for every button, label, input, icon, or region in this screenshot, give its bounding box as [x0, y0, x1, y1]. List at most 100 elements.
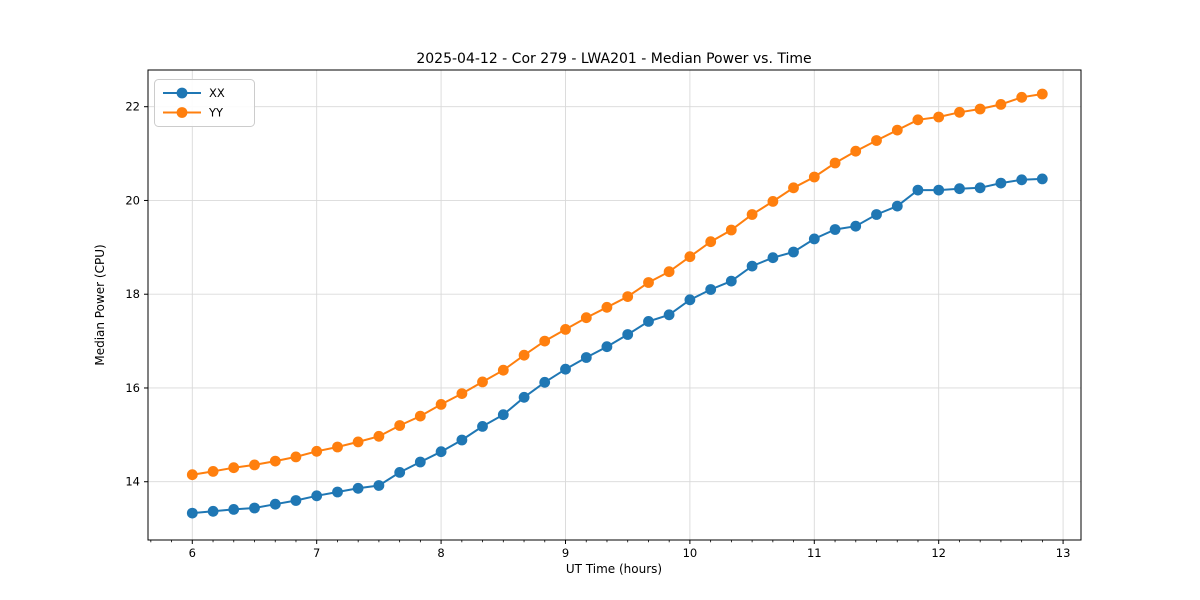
- x-tick-label: 13: [1056, 546, 1071, 560]
- series-YY-marker: [1016, 91, 1028, 103]
- series-XX-marker: [850, 220, 862, 232]
- series-YY-marker: [808, 171, 820, 183]
- x-tick-label: 10: [683, 546, 698, 560]
- series-YY-marker: [912, 114, 924, 126]
- axes-spines: [147, 69, 1082, 541]
- series-YY-marker: [332, 441, 343, 453]
- series-YY: [186, 88, 1048, 481]
- series-YY-marker: [850, 145, 862, 157]
- series-YY-marker: [954, 106, 965, 118]
- y-tick-label: 18: [125, 287, 140, 301]
- series-XX-marker: [871, 209, 882, 220]
- y-tick-label: 16: [125, 381, 140, 395]
- series-XX-marker: [186, 507, 198, 519]
- series-YY-marker: [207, 466, 219, 477]
- series-YY-marker: [684, 251, 696, 263]
- series-YY-marker: [539, 335, 551, 347]
- x-tick-label: 12: [931, 546, 946, 560]
- series-XX-marker: [705, 284, 717, 295]
- series-YY-marker: [1036, 88, 1048, 100]
- series-XX-marker: [622, 329, 634, 340]
- series-XX-marker: [1016, 174, 1028, 186]
- series-YY-marker: [560, 324, 571, 335]
- series-YY-marker: [891, 124, 903, 136]
- legend-marker-sample: [176, 87, 188, 99]
- series-XX-marker: [601, 341, 613, 353]
- series-XX-marker: [477, 421, 488, 432]
- series-XX-marker: [332, 486, 343, 498]
- series-XX-marker: [518, 391, 530, 403]
- series-YY-marker: [497, 364, 509, 376]
- axis-tick-labels: 6 7 8 9 10 11 12 13 14 16 18 20 22: [125, 100, 1070, 560]
- series-YY-marker: [228, 462, 240, 474]
- series-XX-marker: [497, 409, 509, 421]
- series-XX-marker: [912, 184, 924, 196]
- series-YY-marker: [622, 291, 634, 302]
- series-YY-marker: [974, 103, 986, 115]
- series-XX-marker: [829, 224, 841, 235]
- series-XX-marker: [269, 498, 281, 510]
- series-XX-marker: [663, 309, 675, 321]
- series-XX-marker: [767, 252, 779, 264]
- plot-border: [147, 69, 1082, 541]
- series-YY-marker: [249, 459, 260, 471]
- series-YY-marker: [829, 157, 841, 169]
- series-XX-marker: [933, 184, 945, 196]
- series-XX-marker: [249, 502, 260, 514]
- series-XX: [186, 173, 1048, 519]
- series-YY-marker: [580, 312, 592, 324]
- series-YY-marker: [788, 182, 799, 194]
- series-YY-marker: [414, 410, 426, 422]
- series-YY-marker: [933, 111, 945, 123]
- series-XX-marker: [788, 246, 799, 258]
- series-YY-marker: [518, 349, 530, 361]
- series-YY-line: [192, 93, 1043, 476]
- series-XX-marker: [311, 490, 323, 502]
- series-YY-marker: [373, 430, 385, 442]
- legend: XX YY: [154, 79, 255, 127]
- series-YY-marker: [601, 301, 613, 313]
- series-XX-marker: [725, 275, 737, 287]
- series-YY-marker: [643, 277, 654, 288]
- series-XX-marker: [891, 200, 903, 212]
- axis-ticks: [144, 106, 1064, 544]
- series-XX-marker: [414, 456, 426, 468]
- series-YY-marker: [746, 209, 758, 220]
- series-XX-marker: [352, 482, 364, 494]
- y-axis-label: Median Power (CPU): [93, 244, 107, 365]
- series-XX-marker: [207, 505, 219, 517]
- series-XX-marker: [456, 434, 468, 446]
- x-tick-label: 11: [807, 546, 822, 560]
- series-YY-marker: [725, 224, 737, 236]
- y-tick-label: 22: [125, 100, 140, 114]
- series-YY-marker: [477, 376, 488, 388]
- series-YY-marker: [995, 99, 1007, 110]
- series-YY-marker: [767, 196, 779, 207]
- x-tick-label: 6: [189, 546, 196, 560]
- series-YY-marker: [435, 399, 447, 410]
- legend-item-YY: YY: [163, 106, 224, 120]
- legend-item-XX: XX: [163, 86, 225, 100]
- grid-lines: [148, 70, 1081, 540]
- series-YY-marker: [352, 436, 364, 448]
- series-XX-marker: [974, 182, 986, 194]
- series-XX-marker: [435, 446, 447, 458]
- y-tick-label: 14: [125, 475, 140, 489]
- legend-label: XX: [209, 86, 225, 100]
- series-YY-marker: [394, 420, 406, 431]
- series-XX-marker: [1036, 173, 1048, 185]
- series-YY-marker: [269, 455, 281, 467]
- series-YY-marker: [663, 266, 675, 278]
- y-tick-label: 20: [125, 193, 140, 207]
- x-tick-label: 8: [437, 546, 444, 560]
- series-XX-marker: [228, 504, 240, 515]
- x-tick-label: 9: [562, 546, 569, 560]
- data-series: [186, 88, 1048, 519]
- series-YY-marker: [311, 445, 323, 457]
- series-YY-marker: [456, 388, 468, 399]
- legend-marker-sample: [176, 107, 188, 118]
- series-XX-marker: [684, 294, 696, 306]
- legend-box: [154, 79, 255, 127]
